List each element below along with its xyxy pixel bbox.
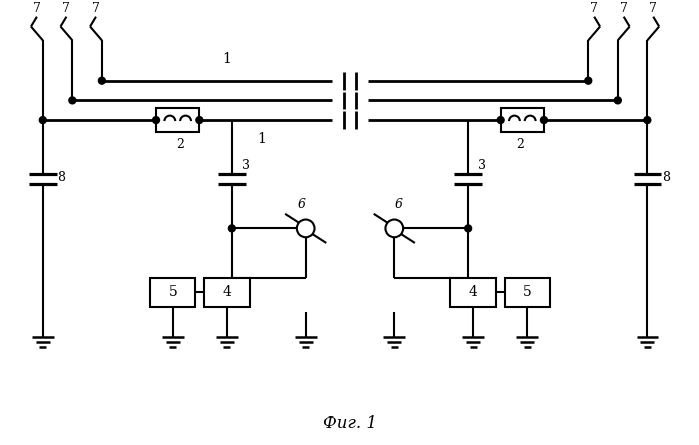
Text: 8: 8 — [662, 171, 670, 184]
Text: Фиг. 1: Фиг. 1 — [323, 415, 377, 432]
Text: 1: 1 — [222, 52, 231, 66]
Text: 6: 6 — [298, 198, 305, 210]
Text: 8: 8 — [57, 171, 66, 184]
Circle shape — [229, 225, 236, 232]
Text: 6: 6 — [394, 198, 402, 210]
Text: 3: 3 — [242, 159, 250, 172]
Circle shape — [69, 97, 75, 104]
Circle shape — [152, 117, 159, 124]
Circle shape — [497, 117, 504, 124]
Circle shape — [540, 117, 547, 124]
Text: 1: 1 — [257, 132, 266, 146]
Text: 4: 4 — [468, 285, 477, 299]
Circle shape — [99, 77, 106, 84]
Circle shape — [644, 117, 651, 124]
Circle shape — [196, 117, 203, 124]
Text: 2: 2 — [517, 138, 524, 151]
Text: 5: 5 — [168, 285, 177, 299]
FancyBboxPatch shape — [450, 278, 496, 307]
Text: 7: 7 — [92, 2, 100, 15]
Circle shape — [585, 77, 592, 84]
Circle shape — [39, 117, 46, 124]
Text: 2: 2 — [175, 138, 184, 151]
FancyBboxPatch shape — [204, 278, 250, 307]
Circle shape — [465, 225, 472, 232]
Text: 5: 5 — [523, 285, 532, 299]
Text: 7: 7 — [649, 2, 657, 15]
Text: 7: 7 — [62, 2, 71, 15]
FancyBboxPatch shape — [500, 108, 544, 132]
Text: 7: 7 — [590, 2, 598, 15]
Circle shape — [614, 97, 621, 104]
Text: 7: 7 — [620, 2, 628, 15]
FancyBboxPatch shape — [150, 278, 196, 307]
FancyBboxPatch shape — [505, 278, 550, 307]
Text: 7: 7 — [33, 2, 41, 15]
Text: 3: 3 — [478, 159, 486, 172]
FancyBboxPatch shape — [156, 108, 199, 132]
Text: 4: 4 — [222, 285, 231, 299]
